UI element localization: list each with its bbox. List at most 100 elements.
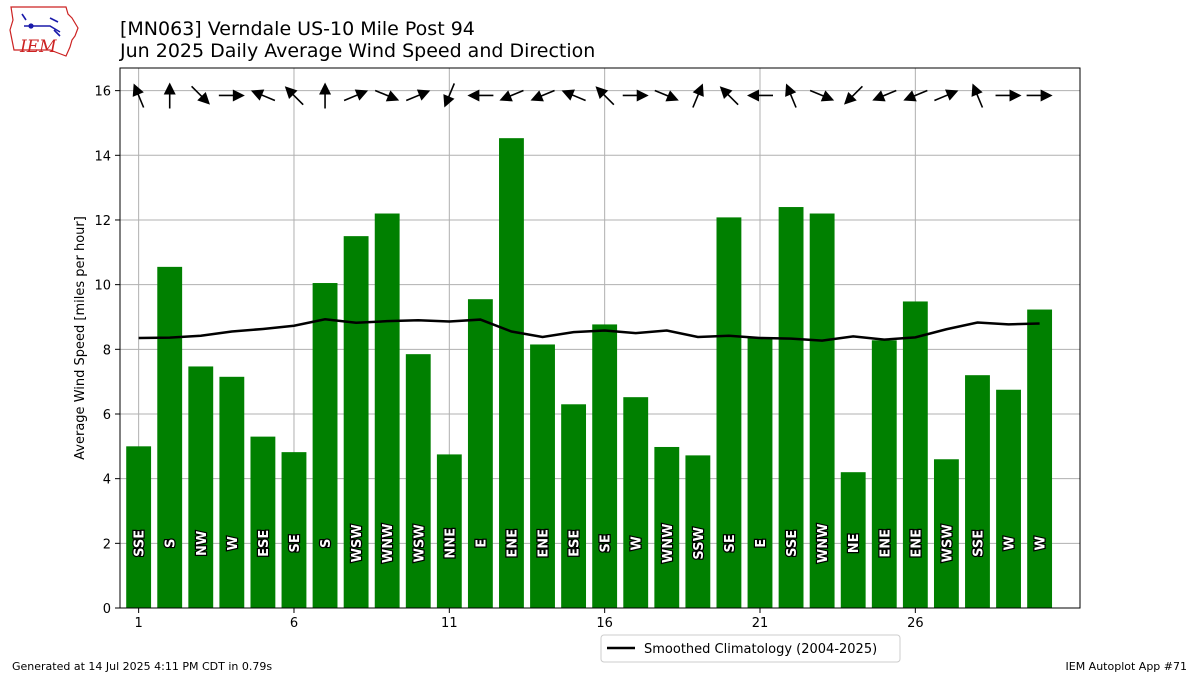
- direction-label-day-22: SSE: [785, 530, 800, 557]
- wind-arrow-head: [665, 90, 679, 102]
- x-tick-label: 1: [135, 616, 143, 631]
- direction-label-day-23: WNW: [816, 524, 831, 564]
- wind-arrow-day-3: [191, 85, 210, 105]
- bar-day-14: [530, 344, 555, 608]
- wind-arrow-day-25: [872, 89, 897, 102]
- wind-arrow-day-26: [903, 89, 928, 102]
- direction-label-day-25: ENE: [878, 529, 893, 558]
- wind-arrow-head: [561, 89, 575, 101]
- direction-label-day-1: SSE: [133, 530, 148, 557]
- wind-arrow-day-14: [530, 89, 555, 102]
- bar-day-22: [778, 207, 804, 608]
- direction-label-day-29: W: [1003, 536, 1018, 550]
- wind-arrow-head: [1040, 89, 1053, 102]
- logo-dot-icon: [28, 23, 34, 29]
- bar-day-4: [219, 376, 245, 608]
- wind-arrow-day-2: [163, 82, 176, 109]
- wind-arrow-head: [530, 90, 544, 102]
- wind-arrow-day-13: [499, 89, 524, 102]
- wind-arrow-head: [467, 89, 480, 102]
- direction-labels: SSE S NW W ESE SE S WSW WNW WSW NNE E ENE ENE ESE SE W WN…: [131, 522, 1049, 564]
- wind-arrow-head: [163, 82, 176, 95]
- bar-day-1: [126, 446, 152, 608]
- bar-day-15: [561, 404, 587, 608]
- direction-label-day-7: S: [319, 539, 334, 548]
- bar-day-20: [716, 217, 742, 608]
- wind-arrow-head: [903, 90, 917, 102]
- direction-label-day-16: SE: [599, 534, 614, 552]
- wind-arrow-head: [595, 86, 609, 100]
- x-tick-label: 16: [596, 616, 613, 631]
- wind-arrow-day-23: [809, 89, 835, 102]
- legend: Smoothed Climatology (2004-2025): [600, 634, 901, 663]
- wind-arrow-head: [284, 86, 298, 100]
- bar-day-10: [405, 354, 431, 608]
- direction-label-day-13: ENE: [505, 529, 520, 558]
- wind-arrow-day-17: [622, 89, 649, 102]
- wind-arrow-day-20: [719, 86, 739, 106]
- direction-label-day-20: SE: [723, 534, 738, 552]
- wind-arrow-head: [232, 89, 245, 102]
- direction-label-day-18: WNW: [661, 524, 676, 564]
- direction-label-day-6: SE: [288, 534, 303, 552]
- logo-state-outline: [9, 6, 79, 57]
- wind-arrow-day-4: [218, 89, 245, 102]
- legend-label: Smoothed Climatology (2004-2025): [644, 642, 877, 657]
- y-tick-label: 0: [103, 602, 111, 617]
- bar-day-24: [840, 472, 866, 608]
- legend-box: [600, 634, 901, 663]
- bar-day-27: [933, 459, 959, 608]
- direction-label-day-2: S: [164, 539, 179, 548]
- chart-title-line2: Jun 2025 Daily Average Wind Speed and Di…: [119, 40, 595, 62]
- direction-label-day-4: W: [226, 536, 241, 550]
- wind-arrow-day-21: [747, 89, 773, 102]
- bar-day-19: [685, 455, 711, 608]
- wind-arrow-head: [416, 89, 431, 101]
- wind-arrow-head: [636, 89, 649, 102]
- bar-day-12: [467, 299, 493, 608]
- wind-arrow-head: [820, 90, 835, 102]
- x-tick-label: 26: [907, 616, 924, 631]
- climatology-line: [138, 317, 1040, 342]
- bar-day-16: [592, 324, 618, 608]
- direction-label-day-24: NE: [847, 533, 862, 553]
- wind-arrow-head: [971, 83, 983, 97]
- bar-day-18: [654, 446, 680, 608]
- bar-day-23: [809, 213, 835, 609]
- bar-day-29: [996, 389, 1021, 608]
- wind-arrow-day-12: [467, 89, 494, 102]
- iem-logo: IEM: [9, 6, 79, 57]
- x-tick-label: 21: [752, 616, 769, 631]
- wind-arrow-day-9: [374, 89, 400, 102]
- y-axis-label: Average Wind Speed [miles per hour]: [73, 216, 88, 460]
- y-tick-label: 12: [94, 214, 111, 229]
- app-credit: IEM Autoplot App #71: [1066, 660, 1188, 673]
- wind-arrow-day-11: [443, 83, 456, 108]
- direction-label-day-9: WNW: [381, 524, 396, 564]
- direction-label-day-30: W: [1034, 536, 1049, 550]
- bar-day-30: [1027, 309, 1053, 608]
- direction-label-day-3: NW: [195, 531, 210, 556]
- bar-day-5: [250, 436, 276, 608]
- logo-text: IEM: [19, 37, 57, 57]
- bar-day-8: [343, 236, 369, 608]
- bar-day-2: [157, 266, 183, 608]
- direction-label-day-26: ENE: [909, 529, 924, 558]
- wind-arrow-day-27: [934, 89, 959, 102]
- wind-arrow-day-18: [654, 89, 679, 102]
- y-tick-label: 6: [103, 408, 111, 423]
- wind-arrow-day-6: [284, 86, 304, 106]
- wind-arrow-day-24: [844, 85, 863, 105]
- bar-day-17: [623, 397, 649, 608]
- wind-arrows: [132, 82, 1053, 109]
- y-tick-label: 4: [103, 473, 111, 488]
- direction-label-day-12: E: [474, 539, 489, 548]
- direction-label-day-15: ESE: [568, 530, 583, 557]
- x-tick-label: 11: [441, 616, 458, 631]
- bar-day-26: [902, 301, 928, 608]
- bars: [126, 138, 1053, 609]
- wind-arrow-head: [1009, 89, 1022, 102]
- climatology-series: [138, 317, 1040, 342]
- bar-day-7: [312, 283, 338, 608]
